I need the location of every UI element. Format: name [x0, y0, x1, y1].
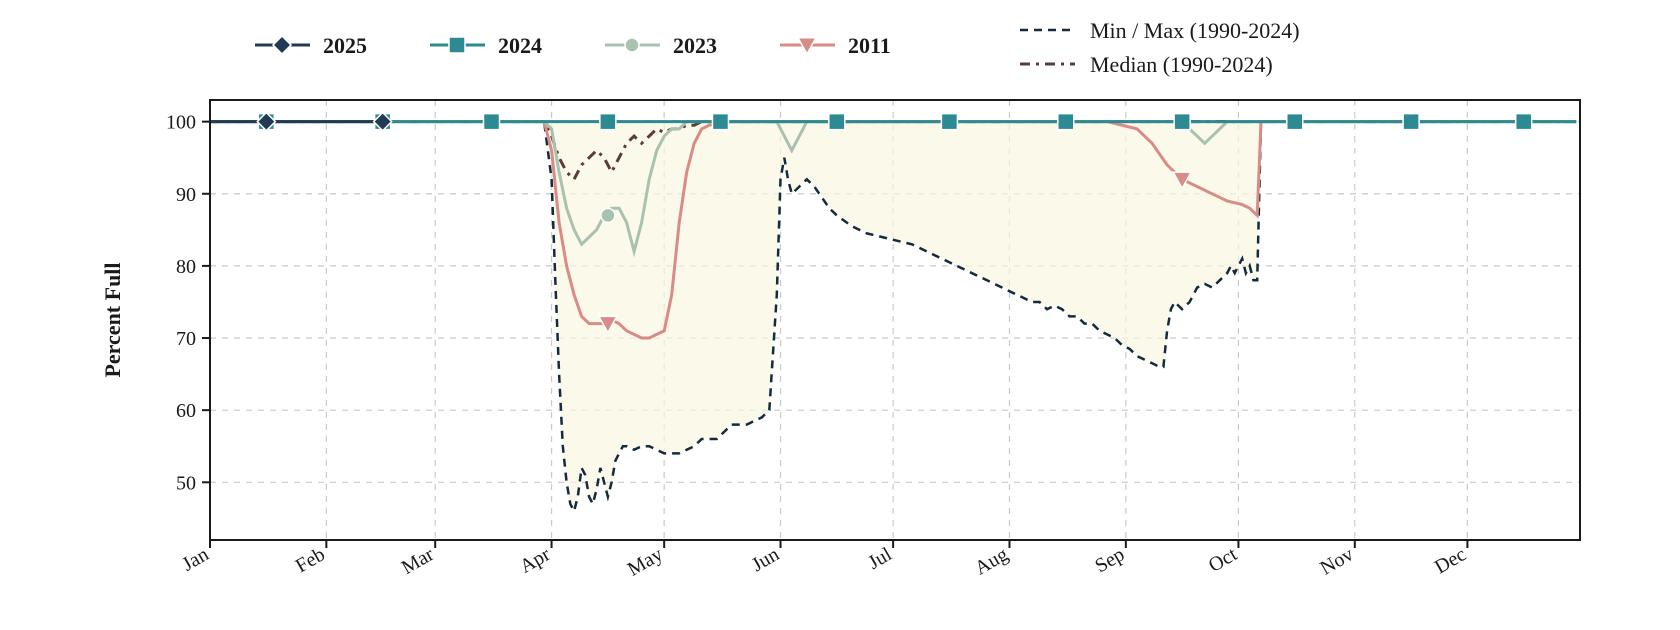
y-axis-label: Percent Full: [100, 262, 125, 377]
legend-label: 2025: [323, 33, 367, 58]
percent-full-chart: 5060708090100JanFebMarAprMayJunJulAugSep…: [0, 0, 1680, 630]
legend-label: 2011: [848, 33, 891, 58]
ytick-label: 60: [176, 400, 196, 422]
ytick-label: 90: [176, 184, 196, 206]
legend-label: 2024: [498, 33, 542, 58]
legend-label: Median (1990-2024): [1090, 52, 1273, 77]
legend-label: Min / Max (1990-2024): [1090, 18, 1300, 43]
ytick-label: 100: [166, 112, 196, 134]
ytick-label: 80: [176, 256, 196, 278]
ytick-label: 70: [176, 328, 196, 350]
ytick-label: 50: [176, 472, 196, 494]
legend-label: 2023: [673, 33, 717, 58]
chart-bg: [0, 0, 1680, 630]
